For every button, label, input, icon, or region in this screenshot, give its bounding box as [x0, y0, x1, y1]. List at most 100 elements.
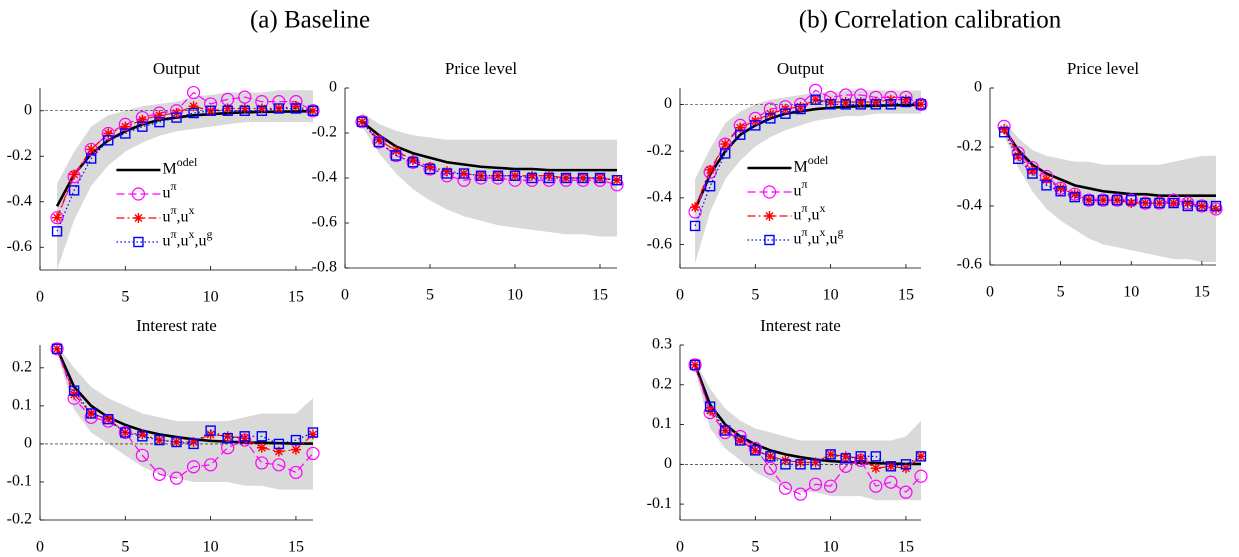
marker	[290, 434, 302, 446]
marker	[869, 479, 883, 493]
marker	[561, 173, 571, 183]
marker	[840, 453, 851, 464]
marker	[793, 487, 808, 501]
x-tick-label: 15	[1194, 284, 1210, 301]
marker	[915, 451, 927, 462]
marker	[689, 359, 701, 371]
marker	[870, 451, 882, 462]
marker	[135, 448, 149, 462]
marker	[885, 461, 897, 472]
y-tick-label: -0.4	[7, 192, 32, 209]
marker	[1168, 198, 1179, 209]
marker	[735, 129, 746, 140]
x-tick-label: 15	[592, 287, 608, 304]
x-tick-label: 10	[203, 289, 219, 306]
marker	[188, 437, 199, 448]
marker	[273, 446, 284, 457]
x-tick-label: 5	[751, 287, 759, 304]
marker	[51, 226, 63, 237]
marker	[510, 170, 520, 181]
marker	[526, 172, 538, 184]
marker	[374, 134, 384, 145]
series-line	[694, 89, 922, 213]
series-line	[694, 99, 922, 227]
x-tick-label: 0	[36, 539, 44, 556]
marker	[86, 408, 97, 419]
marker	[221, 441, 235, 455]
marker	[238, 90, 252, 104]
marker	[916, 451, 926, 462]
marker	[795, 101, 806, 112]
marker	[307, 427, 319, 438]
marker	[85, 153, 97, 164]
y-tick-label: 0	[329, 79, 337, 96]
marker	[137, 121, 148, 132]
marker	[578, 173, 588, 183]
series-line	[55, 109, 314, 207]
marker	[103, 135, 114, 146]
marker	[442, 166, 452, 177]
marker	[52, 343, 63, 354]
marker	[914, 469, 928, 483]
series-line	[56, 348, 314, 453]
confidence-band	[362, 112, 617, 237]
series-line	[361, 121, 618, 181]
marker	[1041, 174, 1052, 185]
marker	[408, 155, 418, 165]
marker	[273, 438, 285, 450]
y-tick-label: -0.6	[312, 214, 337, 231]
marker	[1140, 198, 1151, 209]
marker	[795, 459, 806, 470]
marker	[307, 105, 319, 116]
marker	[1182, 200, 1193, 212]
marker	[120, 427, 131, 438]
marker	[239, 431, 250, 442]
x-tick-label: 0	[986, 284, 994, 301]
marker	[152, 467, 167, 481]
marker	[188, 101, 199, 112]
marker	[51, 343, 63, 355]
x-tick-label: 5	[121, 289, 129, 306]
y-tick-label: 0.1	[652, 415, 672, 432]
confidence-band	[695, 90, 921, 264]
marker	[137, 431, 148, 442]
marker	[1069, 191, 1080, 203]
marker	[763, 461, 777, 475]
marker	[885, 99, 897, 110]
marker	[855, 99, 866, 110]
marker	[256, 431, 268, 442]
marker	[855, 453, 866, 464]
marker	[390, 150, 402, 161]
series-line	[694, 99, 922, 208]
marker	[154, 110, 165, 121]
marker	[764, 234, 775, 246]
marker	[131, 187, 146, 201]
marker	[1126, 198, 1137, 209]
y-tick-label: -0.2	[957, 138, 982, 155]
marker	[689, 220, 701, 232]
subplot-title: Output	[153, 59, 201, 78]
marker	[356, 116, 368, 127]
y-tick-label: 0	[974, 79, 982, 96]
x-tick-label: 0	[36, 289, 44, 306]
marker	[188, 438, 199, 450]
x-tick-label: 15	[288, 289, 304, 306]
y-tick-label: -0.4	[957, 197, 982, 214]
x-tick-label: 0	[676, 539, 684, 556]
marker	[762, 185, 777, 199]
marker	[255, 456, 269, 470]
marker	[764, 211, 775, 221]
marker	[1140, 197, 1151, 209]
y-tick-label: -0.4	[312, 169, 337, 186]
series-line	[361, 121, 618, 186]
marker	[884, 475, 898, 489]
marker	[103, 414, 114, 425]
marker	[594, 172, 606, 184]
subplot-title: Interest rate	[136, 316, 217, 335]
marker	[885, 461, 896, 472]
marker	[171, 436, 182, 448]
x-tick-label: 10	[507, 287, 523, 304]
y-tick-label: -0.2	[312, 124, 337, 141]
marker	[1027, 168, 1038, 179]
marker	[1069, 189, 1080, 200]
